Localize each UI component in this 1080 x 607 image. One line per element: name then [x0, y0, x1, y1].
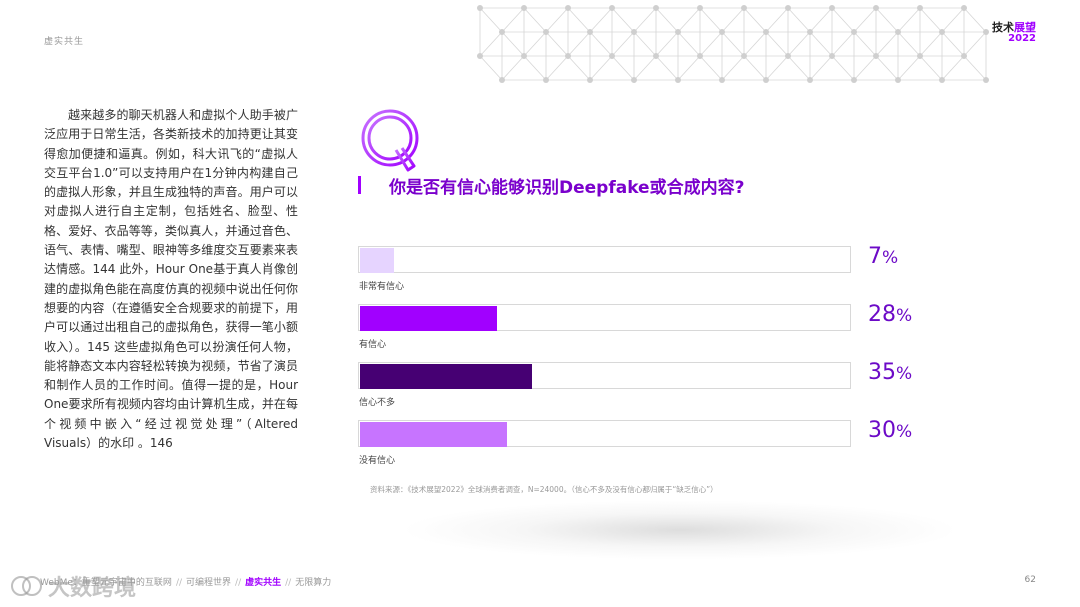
footer-nav-item[interactable]: 无限算力 — [295, 578, 332, 588]
footer-nav-item[interactable]: WebMe：重塑元宇宙中的互联网 — [40, 578, 172, 588]
bar-row: 30% 没有信心 — [358, 418, 958, 478]
bar-track — [358, 420, 851, 447]
title-accent-bar — [358, 176, 361, 194]
category-label: 有信心 — [359, 340, 387, 350]
footer-separator: // — [175, 578, 183, 588]
category-label: 信心不多 — [359, 398, 396, 408]
body-text: 越来越多的聊天机器人和虚拟个人助手被广泛应用于日常生活，各类新技术的加持更让其变… — [44, 106, 298, 453]
brand-accent: 展望 — [1014, 21, 1036, 34]
bar — [360, 248, 395, 273]
page-number: 62 — [1024, 575, 1036, 585]
bar — [360, 306, 498, 331]
bar-track — [358, 246, 851, 273]
bar — [360, 364, 532, 389]
data-label: 30% — [868, 418, 913, 443]
footer-nav-item[interactable]: 可编程世界 — [186, 578, 232, 588]
bar — [360, 422, 508, 447]
bar-row: 7% 非常有信心 — [358, 244, 958, 304]
brand-year: 2022 — [1008, 32, 1036, 44]
data-label: 7% — [868, 244, 899, 269]
decorative-network-graphic — [477, 5, 989, 83]
footer-nav: WebMe：重塑元宇宙中的互联网//可编程世界//虚实共生//无限算力 — [40, 575, 331, 588]
chart-title: 你是否有信心能够识别Deepfake或合成内容? — [389, 178, 745, 198]
bar-row: 28% 有信心 — [358, 302, 958, 362]
category-label: 非常有信心 — [359, 282, 405, 292]
body-paragraph: 越来越多的聊天机器人和虚拟个人助手被广泛应用于日常生活，各类新技术的加持更让其变… — [44, 108, 298, 451]
section-label: 虚实共生 — [44, 37, 85, 47]
q-icon — [361, 109, 419, 172]
watermark-logo-icon — [11, 576, 42, 596]
footer-separator: // — [235, 578, 242, 588]
brand-prefix: 技术 — [992, 21, 1014, 34]
source-note: 资料来源：《技术展望2022》全球消费者调查，N=24000。（信心不多及没有信… — [370, 485, 718, 494]
watermark: 大数跨境 — [10, 570, 136, 602]
brand-logo: 技术展望 2022 — [992, 22, 1036, 44]
category-label: 没有信心 — [359, 456, 396, 466]
watermark-text: 大数跨境 — [48, 576, 137, 601]
footer-separator: // — [285, 578, 292, 588]
footer-nav-item[interactable]: 虚实共生 — [245, 578, 282, 588]
bar-track — [358, 362, 851, 389]
data-label: 35% — [868, 360, 913, 385]
data-label: 28% — [868, 302, 913, 327]
bar-row: 35% 信心不多 — [358, 360, 958, 420]
decorative-shadow — [400, 500, 960, 560]
bar-track — [358, 304, 851, 331]
